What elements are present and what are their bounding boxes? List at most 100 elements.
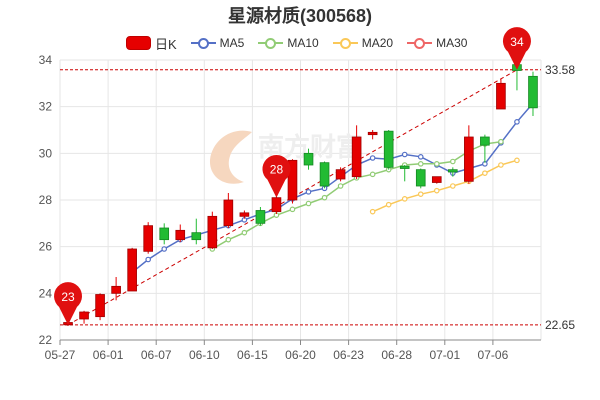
pin-label-min: 23 xyxy=(61,290,75,304)
ma20-line xyxy=(372,159,518,213)
candle-body xyxy=(207,215,218,249)
x-tick-label: 06-15 xyxy=(237,348,268,362)
ma10-point xyxy=(369,171,376,178)
candle-body xyxy=(95,294,105,318)
ma5-point xyxy=(161,246,168,252)
legend-label-ma30: MA30 xyxy=(436,36,468,50)
daily-k-legend-icon xyxy=(126,36,151,50)
candle-body xyxy=(175,229,186,241)
ma20-point xyxy=(385,201,392,208)
ma20-point xyxy=(369,208,376,215)
ma10-point xyxy=(433,161,440,167)
ma5-point xyxy=(417,154,424,160)
candle-body xyxy=(351,136,362,178)
candle-body xyxy=(223,199,234,227)
candle-body xyxy=(399,165,410,169)
candle-body xyxy=(255,210,266,224)
candle-body xyxy=(159,227,170,241)
pin-label-mark: 28 xyxy=(270,163,284,177)
candle-body xyxy=(191,232,202,241)
ma20-point xyxy=(433,187,440,194)
ma20-point xyxy=(498,162,504,168)
ma20-point xyxy=(514,157,520,164)
x-tick-label: 07-01 xyxy=(429,348,460,362)
candle-body xyxy=(431,176,442,183)
candle-body xyxy=(383,130,394,168)
ma5-point xyxy=(305,189,312,195)
legend-item-ma30[interactable]: MA30 xyxy=(407,36,467,50)
legend-label-daily-k: 日K xyxy=(155,36,177,52)
pin-marker-max xyxy=(502,27,531,70)
candle-body xyxy=(271,197,282,213)
ma10-point xyxy=(289,206,296,213)
ma20-point xyxy=(482,170,488,176)
y-tick-label: 28 xyxy=(39,193,53,207)
y-tick-label: 30 xyxy=(39,146,53,160)
candle-body xyxy=(287,159,298,201)
reference-line-label: 22.65 xyxy=(545,318,575,332)
candle-body xyxy=(111,285,121,294)
legend-label-ma5: MA5 xyxy=(219,36,245,50)
trend-line xyxy=(67,69,518,326)
legend-item-ma10[interactable]: MA10 xyxy=(258,36,319,50)
pin-markers: 34 23 28 xyxy=(54,27,531,325)
candle-body xyxy=(480,136,490,146)
x-tick-label: 07-06 xyxy=(478,348,509,362)
pin-marker-min xyxy=(54,282,83,325)
legend-label-ma10: MA10 xyxy=(287,36,319,50)
ma20-point xyxy=(450,183,456,189)
legend: 日K MA5 MA10 MA20 MA30 xyxy=(126,34,481,52)
candle-body xyxy=(79,311,89,320)
x-tick-label: 06-23 xyxy=(333,348,364,362)
x-tick-label: 06-10 xyxy=(189,348,220,362)
candle-body xyxy=(464,136,474,182)
candle-body xyxy=(335,169,346,180)
ma20-point xyxy=(401,196,408,202)
ma10-point xyxy=(305,200,312,207)
candle-body xyxy=(496,82,506,110)
ma10-point xyxy=(337,183,344,189)
watermark-logo-icon xyxy=(209,130,252,184)
ma10-point xyxy=(321,194,328,201)
candle-body xyxy=(127,248,137,292)
candle-body xyxy=(143,225,153,252)
ma10-point xyxy=(498,138,504,145)
candle-body xyxy=(528,75,538,109)
reference-lines: 33.58 22.65 xyxy=(60,63,575,332)
x-tick-label: 06-20 xyxy=(285,348,316,362)
y-tick-label: 32 xyxy=(39,100,53,114)
y-tick-label: 34 xyxy=(39,53,53,67)
chart-title: 星源材质(300568) xyxy=(227,6,373,26)
legend-item-ma5[interactable]: MA5 xyxy=(190,36,245,50)
moving-average-lines xyxy=(129,100,536,276)
y-tick-label: 24 xyxy=(39,286,53,300)
legend-label-ma20: MA20 xyxy=(361,36,394,50)
x-tick-label: 05-27 xyxy=(45,348,76,362)
x-tick-label: 06-28 xyxy=(381,348,412,362)
ma5-legend-icon xyxy=(190,36,216,50)
grid-layer xyxy=(59,59,542,341)
pin-marker-mark xyxy=(262,154,291,198)
reference-line-label: 33.58 xyxy=(545,63,575,77)
ma30-legend-icon xyxy=(407,36,433,50)
pin-label-max: 34 xyxy=(510,35,524,49)
legend-item-ma20[interactable]: MA20 xyxy=(332,36,394,50)
ma5-point xyxy=(514,119,520,125)
ma5-point xyxy=(369,155,376,161)
candle-body xyxy=(415,169,426,187)
candle-body xyxy=(319,162,330,187)
ma20-legend-icon xyxy=(332,36,358,50)
y-tick-label: 26 xyxy=(39,240,53,254)
ma10-point xyxy=(417,161,424,167)
candle-body xyxy=(239,212,250,217)
legend-item-daily-k[interactable]: 日K xyxy=(126,34,177,53)
x-tick-label: 06-07 xyxy=(141,348,172,362)
axes: 22 24 26 28 30 32 34 05-27 06-01 06-07 06-10 06-15 0… xyxy=(39,53,541,362)
candle-body xyxy=(303,152,314,166)
y-tick-label: 22 xyxy=(39,333,53,347)
ma20-point xyxy=(417,191,424,197)
ma10-point xyxy=(241,229,248,236)
ma10-point xyxy=(225,236,232,243)
ma5-point xyxy=(401,151,408,158)
